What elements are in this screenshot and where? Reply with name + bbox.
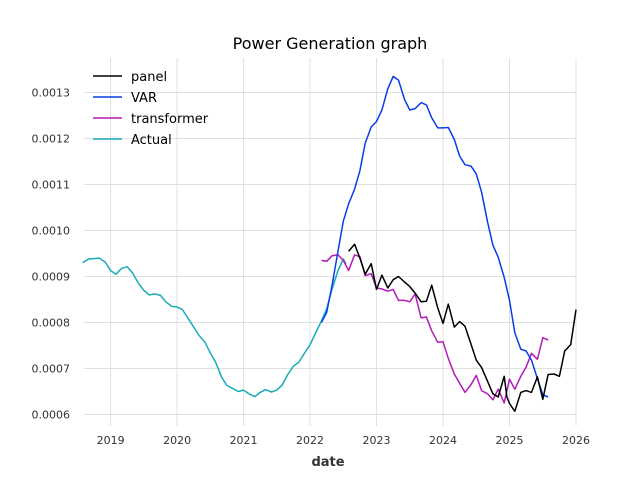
x-tick-label: 2024 (429, 434, 457, 447)
x-tick-label: 2026 (562, 434, 590, 447)
y-tick-label: 0.0006 (32, 409, 71, 422)
legend-label-transformer: transformer (131, 112, 209, 127)
y-tick-label: 0.0013 (32, 87, 71, 100)
y-tick-label: 0.0008 (32, 317, 71, 330)
legend-label-panel: panel (131, 70, 167, 85)
y-tick-label: 0.0010 (32, 225, 71, 238)
series-line-actual (82, 257, 347, 398)
x-tick-label: 2023 (363, 434, 391, 447)
x-tick-label: 2025 (496, 434, 524, 447)
legend-label-var: VAR (131, 91, 157, 106)
x-tick-label: 2019 (97, 434, 125, 447)
x-tick-label: 2020 (163, 434, 191, 447)
x-axis-label: date (311, 455, 344, 470)
y-tick-label: 0.0009 (32, 271, 71, 284)
chart-title: Power Generation graph (233, 34, 428, 53)
x-gridlines (110, 58, 577, 426)
y-tick-labels: 0.0006 0.0007 0.0008 0.0009 0.0010 0.0011 0.00… (32, 87, 71, 422)
y-tick-label: 0.0012 (32, 133, 71, 146)
series-line-var (320, 75, 549, 398)
series-line-panel (348, 243, 577, 413)
legend: panel VAR transformer Actual (93, 70, 209, 148)
legend-label-actual: Actual (131, 133, 172, 148)
y-tick-label: 0.0011 (32, 179, 71, 192)
y-gridlines (84, 92, 576, 415)
series-layer (82, 75, 577, 413)
x-tick-labels: 2019 2020 2021 2022 2023 2024 2025 2026 (97, 434, 590, 447)
y-tick-label: 0.0007 (32, 363, 71, 376)
x-tick-label: 2022 (296, 434, 324, 447)
x-tick-label: 2021 (230, 434, 258, 447)
